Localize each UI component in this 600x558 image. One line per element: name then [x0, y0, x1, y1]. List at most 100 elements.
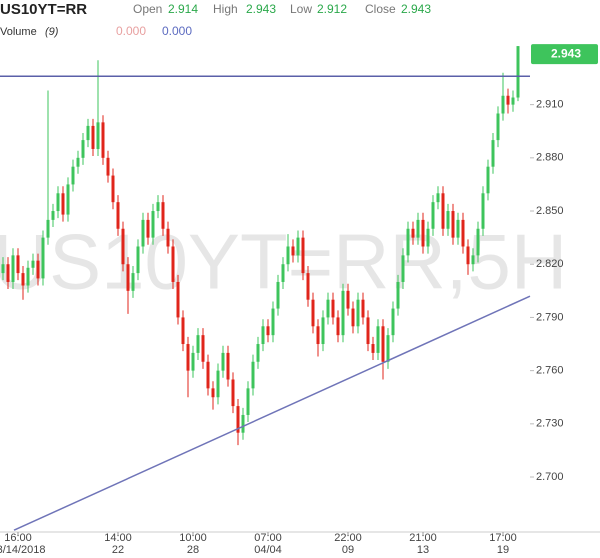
- candle-body: [326, 299, 330, 318]
- candle-body: [6, 264, 10, 282]
- y-tick-label: 2.850: [536, 205, 564, 217]
- candle-body: [446, 211, 450, 229]
- candle-body: [206, 361, 210, 389]
- candle-body: [401, 255, 405, 282]
- candle-body: [146, 219, 150, 238]
- x-tick-label: 10:00: [179, 532, 207, 544]
- candle-body: [221, 352, 225, 371]
- candle-body: [351, 308, 355, 327]
- candle-body: [151, 211, 155, 238]
- candle-body: [171, 246, 175, 282]
- candle-body: [91, 125, 95, 149]
- volume-value: 0.000: [116, 24, 146, 38]
- candle-body: [371, 344, 375, 353]
- candle-body: [81, 140, 85, 158]
- x-date-label: 19: [497, 544, 509, 556]
- candle-body: [481, 193, 485, 229]
- candle-body: [61, 193, 65, 215]
- candle-body: [346, 290, 350, 309]
- candle-body: [506, 95, 510, 105]
- field-label: High: [213, 2, 238, 16]
- x-tick-label: 17:00: [489, 532, 517, 544]
- candle-body: [501, 95, 505, 114]
- candle-body: [321, 317, 325, 345]
- candle-body: [341, 290, 345, 336]
- x-tick-label: 21:00: [409, 532, 437, 544]
- candle-body: [161, 202, 165, 229]
- candle-body: [216, 370, 220, 398]
- y-tick-label: 2.700: [536, 471, 564, 483]
- candle-body: [16, 255, 20, 274]
- candle-body: [56, 193, 60, 212]
- candle-body: [381, 326, 385, 362]
- volume-period: (9): [45, 26, 59, 38]
- candle-body: [416, 219, 420, 238]
- trend-line: [13, 295, 531, 531]
- candle-body: [291, 246, 295, 256]
- candle-body: [76, 157, 80, 167]
- candle-body: [366, 317, 370, 345]
- field-value: 2.943: [246, 2, 276, 16]
- candle-body: [441, 193, 445, 229]
- candle-body: [256, 344, 260, 362]
- candle-body: [431, 202, 435, 229]
- x-date-label: 09: [342, 544, 354, 556]
- field-label: Low: [290, 2, 312, 16]
- y-tick-label: 2.910: [536, 99, 564, 111]
- field-label: Open: [133, 2, 162, 16]
- candle-body: [191, 352, 195, 371]
- field-value: 2.912: [317, 2, 347, 16]
- candle-body: [511, 97, 515, 105]
- candle-body: [466, 246, 470, 265]
- candle-body: [11, 255, 15, 282]
- candle-body: [106, 157, 110, 176]
- candle-body: [166, 228, 170, 247]
- volume-label: Volume: [0, 26, 37, 38]
- candle-body: [391, 308, 395, 336]
- x-tick-label: 16:00: [4, 532, 32, 544]
- candle-body: [276, 281, 280, 309]
- candle-body: [451, 211, 455, 238]
- field-value: 2.943: [401, 2, 431, 16]
- candle-body: [251, 361, 255, 389]
- candle-body: [331, 299, 335, 318]
- candle-body: [136, 246, 140, 274]
- candle-body: [31, 260, 35, 268]
- candle-body: [226, 352, 230, 380]
- plot: US10YT=RR,5H 2.700 2.730 2.760 2.790 2.820 2.8…: [0, 44, 600, 556]
- candle-body: [406, 228, 410, 256]
- candle-body: [296, 237, 300, 256]
- y-tick-label: 2.820: [536, 258, 564, 270]
- candle-body: [36, 260, 40, 279]
- candle-body: [96, 122, 100, 149]
- candle-body: [231, 379, 235, 407]
- candle-body: [436, 193, 440, 203]
- candle-body: [111, 175, 115, 203]
- candle-body: [71, 166, 75, 185]
- y-tick-label: 2.790: [536, 311, 564, 323]
- last-price-label: 2.943: [551, 46, 581, 60]
- candle-body: [116, 202, 120, 229]
- candle-body: [21, 273, 25, 286]
- candle-body: [376, 326, 380, 353]
- candle-body: [336, 317, 340, 336]
- candle-body: [1, 264, 5, 274]
- candle-body: [396, 281, 400, 309]
- candle-body: [456, 219, 460, 238]
- candle-body: [46, 219, 50, 238]
- candle-body: [426, 228, 430, 247]
- candle-body: [126, 264, 130, 291]
- candle-body: [471, 255, 475, 265]
- candle-body: [186, 344, 190, 371]
- candle-body: [301, 237, 305, 274]
- volume-value: 0.000: [162, 24, 192, 38]
- x-tick-label: 22:00: [334, 532, 362, 544]
- candle-body: [236, 406, 240, 433]
- candle-body: [476, 228, 480, 256]
- candle-body: [211, 388, 215, 398]
- candle-body: [421, 219, 425, 247]
- candle-body: [356, 299, 360, 327]
- x-date-label: 22: [112, 544, 124, 556]
- candle-body: [261, 326, 265, 345]
- candle-body: [156, 202, 160, 212]
